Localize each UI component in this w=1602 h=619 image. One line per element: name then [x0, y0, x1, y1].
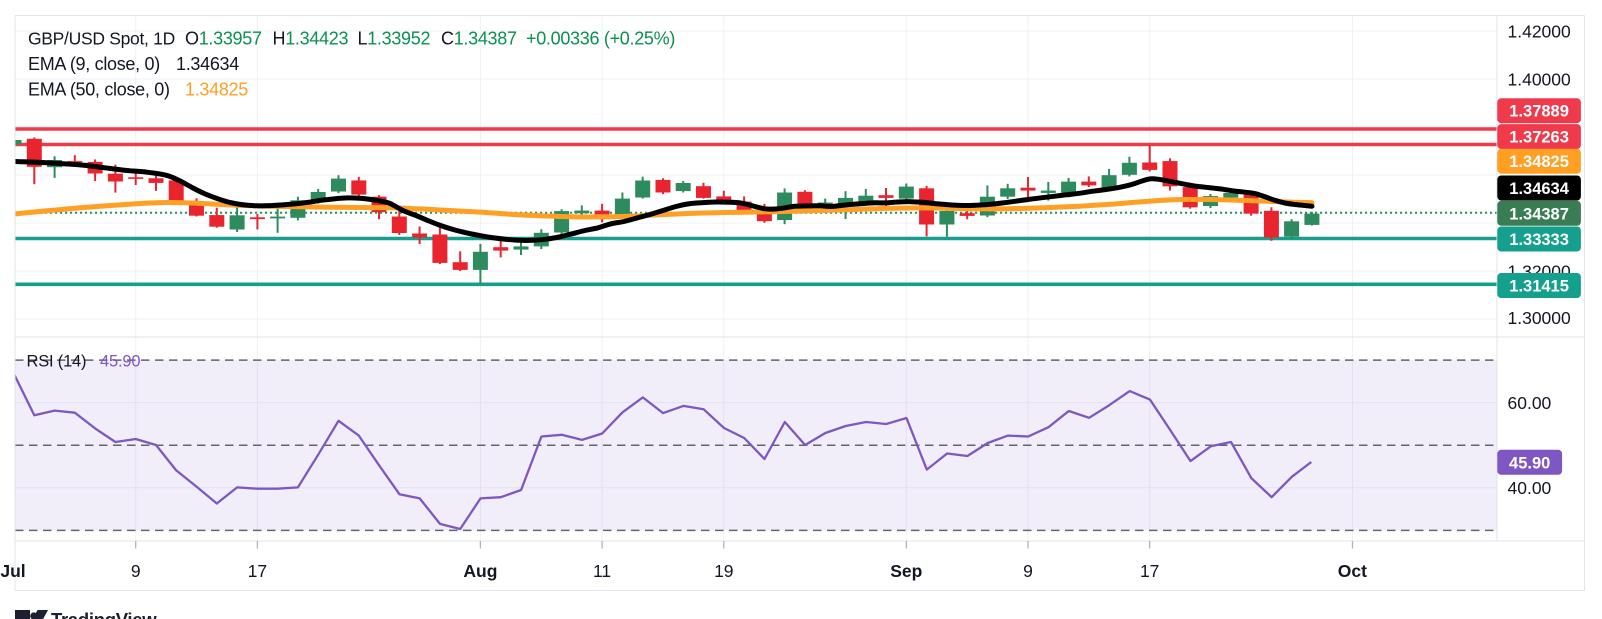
svg-text:O1.33957: O1.33957 [185, 28, 262, 48]
svg-text:TradingView: TradingView [51, 609, 157, 619]
svg-text:1.34387: 1.34387 [1509, 205, 1569, 223]
svg-text:Aug: Aug [463, 561, 497, 581]
svg-text:EMA (9, close, 0): EMA (9, close, 0) [28, 54, 160, 74]
svg-text:1.37889: 1.37889 [1509, 103, 1569, 121]
svg-text:Jul: Jul [0, 561, 25, 581]
svg-text:Sep: Sep [890, 561, 922, 581]
svg-text:GBP/USD Spot, 1D: GBP/USD Spot, 1D [28, 28, 175, 48]
svg-text:Oct: Oct [1338, 561, 1367, 581]
svg-text:9: 9 [131, 561, 141, 581]
svg-text:1.40000: 1.40000 [1508, 69, 1572, 89]
svg-text:EMA (50, close, 0): EMA (50, close, 0) [28, 79, 170, 99]
svg-text:19: 19 [714, 561, 733, 581]
svg-text:17: 17 [248, 561, 267, 581]
svg-text:40.00: 40.00 [1508, 478, 1552, 498]
svg-text:45.90: 45.90 [100, 353, 140, 371]
svg-text:L1.33952: L1.33952 [358, 28, 431, 48]
svg-text:1.37263: 1.37263 [1509, 129, 1569, 147]
svg-text:9: 9 [1023, 561, 1033, 581]
svg-text:45.90: 45.90 [1509, 454, 1550, 472]
svg-text:1.34825: 1.34825 [1509, 153, 1569, 171]
svg-text:1.34825: 1.34825 [185, 79, 248, 99]
svg-text:C1.34387: C1.34387 [441, 28, 517, 48]
svg-text:1.34634: 1.34634 [1509, 180, 1569, 198]
svg-text:1.42000: 1.42000 [1508, 21, 1572, 41]
svg-text:60.00: 60.00 [1508, 393, 1552, 413]
svg-text:17: 17 [1140, 561, 1159, 581]
svg-text:1.30000: 1.30000 [1508, 308, 1572, 328]
svg-text:1.33333: 1.33333 [1509, 231, 1569, 249]
svg-text:+0.00336 (+0.25%): +0.00336 (+0.25%) [526, 28, 675, 48]
svg-text:RSI (14): RSI (14) [27, 353, 87, 371]
svg-text:1.31415: 1.31415 [1509, 278, 1569, 296]
svg-text:H1.34423: H1.34423 [273, 28, 349, 48]
svg-text:11: 11 [593, 561, 611, 581]
svg-text:1.34634: 1.34634 [176, 54, 239, 74]
